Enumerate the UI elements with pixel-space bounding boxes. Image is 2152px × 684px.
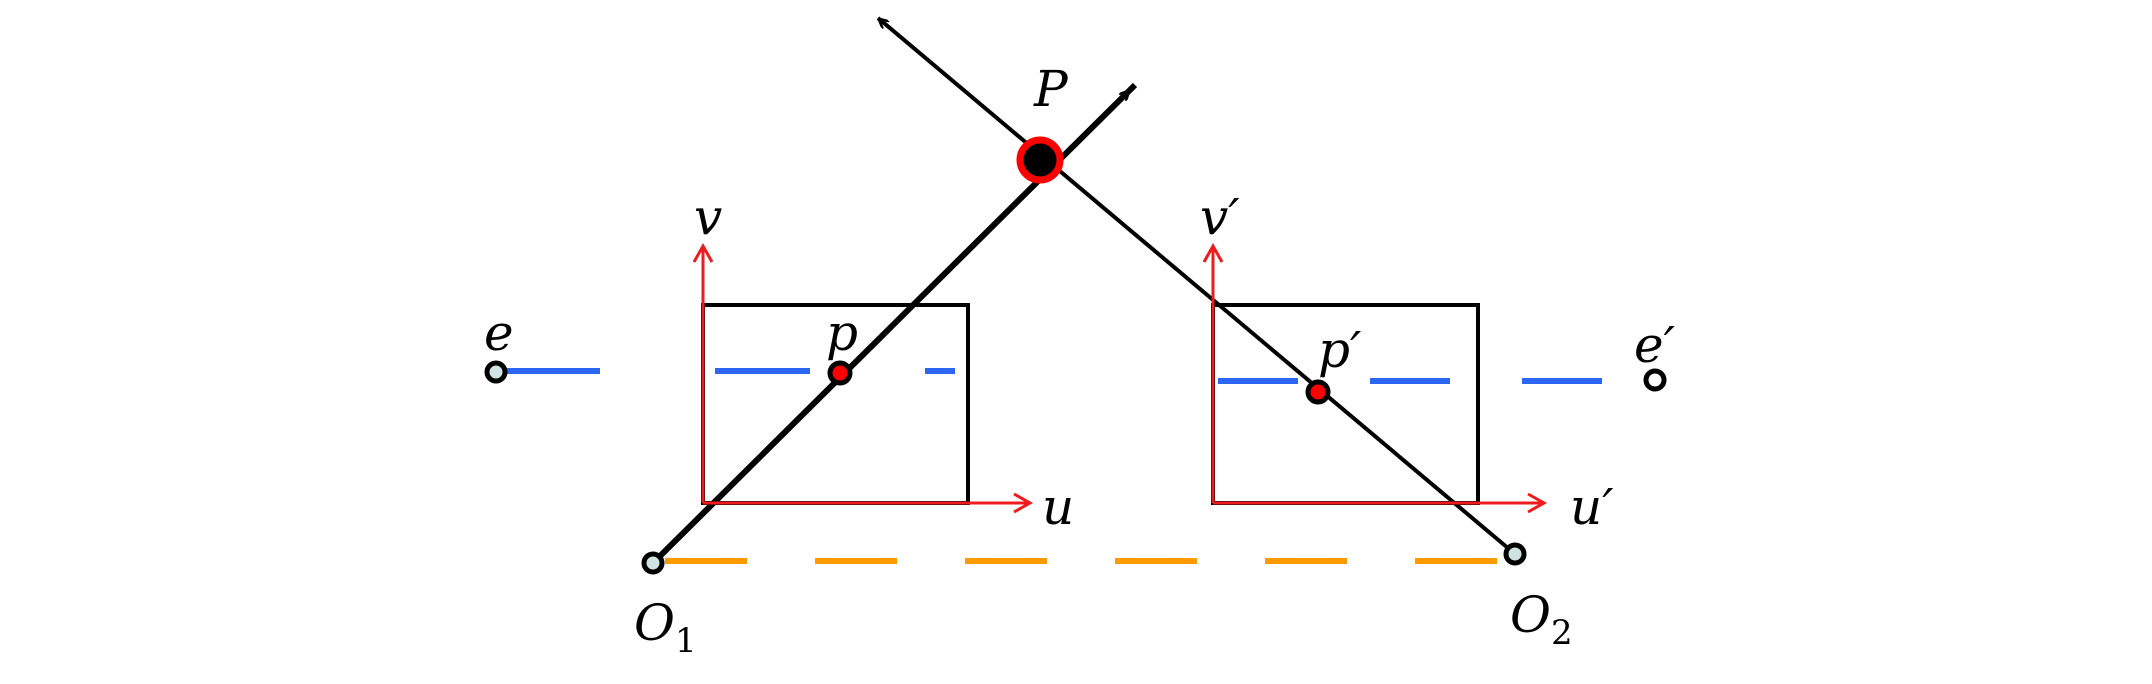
camera-center-O2 — [1503, 542, 1527, 566]
label-P: P — [1033, 60, 1069, 118]
image-point-p-prime — [1305, 379, 1331, 405]
epipole-e — [484, 360, 508, 384]
label-u: u — [1042, 478, 1074, 536]
label-O1-subscript: 1 — [675, 621, 697, 661]
label-e-prime: e′ — [1634, 316, 1676, 374]
label-O1: O1 — [634, 594, 697, 661]
left-u-arrowhead — [1013, 492, 1034, 514]
right-ray — [876, 16, 1517, 556]
label-O1-letter: O — [634, 594, 675, 652]
camera-center-O1 — [641, 551, 665, 575]
label-O2: O2 — [1510, 586, 1573, 653]
left-v-arrowhead — [692, 242, 714, 263]
world-point-P — [1016, 136, 1064, 184]
label-p: p — [826, 304, 858, 362]
right-ray-arrowhead — [880, 20, 906, 43]
label-v-prime: v′ — [1200, 188, 1240, 246]
label-p-prime: p′ — [1318, 321, 1362, 379]
label-v: v — [694, 188, 722, 246]
epipole-e-prime — [1643, 368, 1667, 392]
label-e: e — [484, 304, 514, 362]
label-O2-subscript: 2 — [1551, 613, 1573, 653]
label-O2-letter: O — [1510, 586, 1551, 644]
right-v-arrowhead — [1202, 242, 1224, 263]
image-point-p — [827, 360, 853, 386]
right-u-arrowhead — [1527, 492, 1548, 514]
label-u-prime: u′ — [1570, 478, 1614, 536]
left-ray-arrowhead — [1098, 92, 1128, 122]
